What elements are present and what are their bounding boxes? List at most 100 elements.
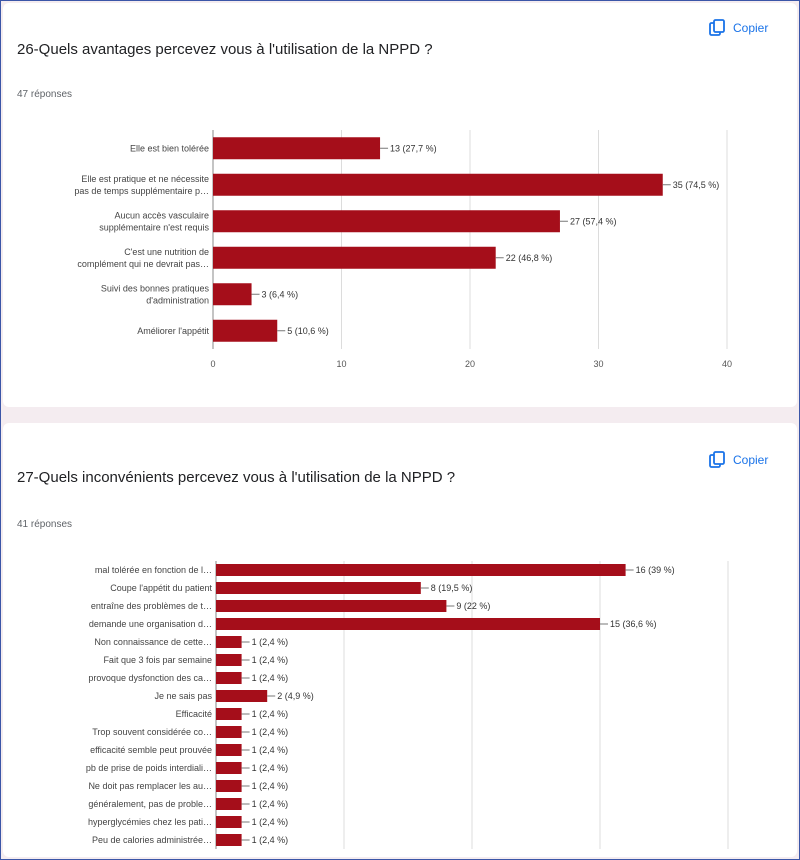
- bar: [216, 690, 268, 702]
- value-label: 1 (2,4 %): [252, 835, 289, 845]
- value-label: 9 (22 %): [456, 601, 490, 611]
- bar: [216, 726, 242, 738]
- category-label-line: Améliorer l'appétit: [137, 326, 209, 336]
- value-label: 1 (2,4 %): [252, 817, 289, 827]
- copy-label: Copier: [733, 453, 769, 467]
- category-label: mal tolérée en fonction de l…: [95, 565, 212, 575]
- x-tick-label: 0: [210, 359, 215, 369]
- category-label: Fait que 3 fois par semaine: [103, 655, 212, 665]
- category-label-line: entraîne des problèmes de t…: [91, 601, 212, 611]
- response-count: 41 réponses: [17, 519, 73, 530]
- bar-chart-advantages: Elle est bien tolérée 13 (27,7 %) Elle est…: [74, 130, 732, 369]
- category-label-line: Je ne sais pas: [154, 691, 212, 701]
- bar: [216, 582, 421, 594]
- bar: [213, 210, 560, 233]
- value-label: 1 (2,4 %): [252, 727, 289, 737]
- value-label: 15 (36,6 %): [610, 619, 657, 629]
- category-label: Non connaissance de cette…: [94, 637, 212, 647]
- category-label: provoque dysfonction des ca…: [88, 673, 212, 683]
- x-tick-label: 30: [593, 359, 603, 369]
- question-card-27: 27-Quels inconvénients percevez vous à l…: [3, 423, 797, 857]
- category-label: Améliorer l'appétit: [137, 326, 209, 336]
- bar: [216, 816, 242, 828]
- bar: [213, 173, 663, 196]
- value-label: 22 (46,8 %): [506, 253, 553, 263]
- value-label: 35 (74,5 %): [673, 180, 720, 190]
- category-label-line: Peu de calories administrée…: [92, 835, 212, 845]
- category-label-line: Aucun accès vasculaire: [114, 210, 209, 220]
- category-label: Efficacité: [176, 709, 212, 719]
- value-label: 13 (27,7 %): [390, 143, 437, 153]
- bar: [216, 672, 242, 684]
- category-label: Je ne sais pas: [154, 691, 212, 701]
- category-label: efficacité semble peut prouvée: [90, 745, 212, 755]
- category-label: Suivi des bonnes pratiques d'administrati…: [101, 283, 210, 305]
- value-label: 3 (6,4 %): [262, 289, 299, 299]
- category-label: hyperglycémies chez les pati…: [88, 817, 212, 827]
- category-label-line: efficacité semble peut prouvée: [90, 745, 212, 755]
- value-label: 5 (10,6 %): [287, 326, 329, 336]
- category-label-line: d'administration: [146, 295, 209, 305]
- value-label: 27 (57,4 %): [570, 216, 617, 226]
- category-label-line: pas de temps supplémentaire p…: [74, 186, 209, 196]
- value-label: 1 (2,4 %): [252, 655, 289, 665]
- value-label: 1 (2,4 %): [252, 709, 289, 719]
- category-label-line: Trop souvent considérée co…: [92, 727, 212, 737]
- bar: [216, 780, 242, 792]
- value-label: 1 (2,4 %): [252, 799, 289, 809]
- category-label-line: C'est une nutrition de: [124, 247, 209, 257]
- category-label: demande une organisation d…: [89, 619, 212, 629]
- category-label-line: demande une organisation d…: [89, 619, 212, 629]
- bar: [216, 834, 242, 846]
- bar: [216, 744, 242, 756]
- category-label-line: Elle est pratique et ne nécessite: [81, 174, 209, 184]
- value-label: 1 (2,4 %): [252, 781, 289, 791]
- copy-label: Copier: [733, 21, 769, 35]
- copy-button[interactable]: Copier: [709, 19, 768, 37]
- bar: [213, 137, 381, 160]
- x-tick-label: 40: [722, 359, 732, 369]
- bar: [216, 654, 242, 666]
- bar: [216, 798, 242, 810]
- bar: [213, 319, 278, 342]
- question-title: 26-Quels avantages percevez vous à l'uti…: [17, 41, 433, 58]
- category-label-line: Ne doit pas remplacer les au…: [88, 781, 212, 791]
- question-card-26: 26-Quels avantages percevez vous à l'uti…: [3, 3, 797, 407]
- response-count: 47 réponses: [17, 89, 73, 100]
- category-label-line: Elle est bien tolérée: [130, 143, 209, 153]
- category-label: Elle est bien tolérée: [130, 143, 209, 153]
- category-label-line: pb de prise de poids interdiali…: [86, 763, 212, 773]
- category-label-line: Efficacité: [176, 709, 212, 719]
- category-label-line: supplémentaire n'est requis: [99, 222, 209, 232]
- copy-icon: [709, 19, 725, 36]
- copy-icon: [709, 451, 725, 468]
- value-label: 1 (2,4 %): [252, 673, 289, 683]
- category-label: Elle est pratique et ne nécessite pas de …: [74, 174, 209, 196]
- category-label-line: Coupe l'appétit du patient: [110, 583, 212, 593]
- value-label: 2 (4,9 %): [277, 691, 314, 701]
- category-label: pb de prise de poids interdiali…: [86, 763, 212, 773]
- bar: [216, 636, 242, 648]
- category-label: C'est une nutrition de complément qui ne …: [77, 247, 209, 269]
- category-label-line: mal tolérée en fonction de l…: [95, 565, 212, 575]
- category-label-line: Non connaissance de cette…: [94, 637, 212, 647]
- bar: [216, 564, 626, 576]
- category-label: Trop souvent considérée co…: [92, 727, 212, 737]
- question-title: 27-Quels inconvénients percevez vous à l…: [17, 469, 456, 486]
- value-label: 16 (39 %): [636, 565, 675, 575]
- bar: [216, 618, 600, 630]
- value-label: 1 (2,4 %): [252, 637, 289, 647]
- category-label: entraîne des problèmes de t…: [91, 601, 212, 611]
- category-label: Peu de calories administrée…: [92, 835, 212, 845]
- category-label: Ne doit pas remplacer les au…: [88, 781, 212, 791]
- bar: [216, 708, 242, 720]
- category-label-line: hyperglycémies chez les pati…: [88, 817, 212, 827]
- category-label: généralement, pas de proble…: [88, 799, 212, 809]
- value-label: 1 (2,4 %): [252, 745, 289, 755]
- value-label: 1 (2,4 %): [252, 763, 289, 773]
- category-label-line: provoque dysfonction des ca…: [88, 673, 212, 683]
- bar: [213, 246, 496, 269]
- copy-button[interactable]: Copier: [709, 451, 768, 469]
- value-label: 8 (19,5 %): [431, 583, 473, 593]
